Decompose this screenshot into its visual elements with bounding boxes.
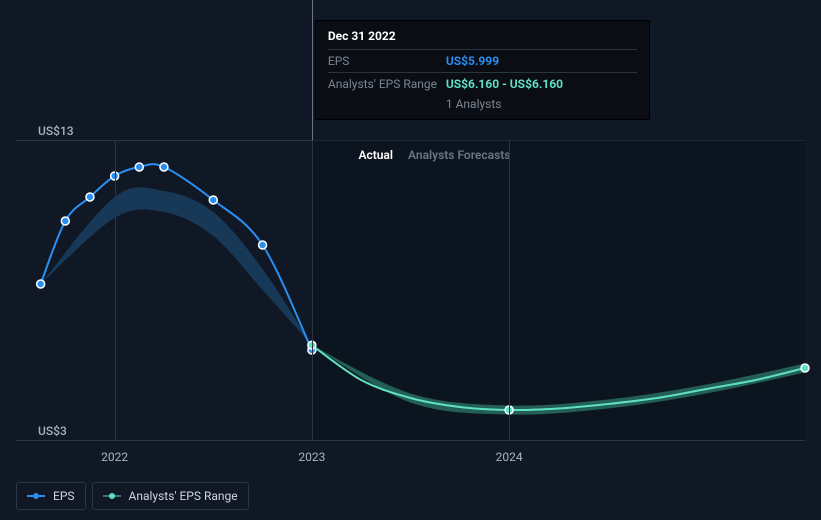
chart-plot-svg[interactable]: [16, 140, 805, 440]
chart-tooltip: Dec 31 2022 EPSUS$5.999Analysts' EPS Ran…: [315, 20, 650, 120]
range-band: [41, 187, 312, 345]
eps-line-marker[interactable]: [135, 163, 143, 171]
eps-line-marker[interactable]: [86, 193, 94, 201]
tooltip-key: Analysts' EPS Range: [328, 77, 446, 91]
legend-item[interactable]: Analysts' EPS Range: [92, 482, 249, 510]
x-tick-label: 2022: [101, 450, 128, 464]
forecast-line: [312, 345, 805, 410]
legend-swatch-icon: [27, 492, 45, 500]
eps-chart: US$13 US$3 202220232024 Actual Analysts …: [16, 0, 805, 460]
tooltip-key: EPS: [328, 54, 446, 68]
eps-line-marker[interactable]: [209, 196, 217, 204]
y-axis-top-label: US$13: [38, 124, 74, 138]
plot-bottom-border: [16, 440, 805, 441]
legend-label: EPS: [53, 489, 75, 503]
forecast-band: [312, 345, 805, 414]
eps-line-marker[interactable]: [61, 217, 69, 225]
x-tick-label: 2024: [496, 450, 523, 464]
eps-line-marker[interactable]: [160, 163, 168, 171]
eps-line-marker[interactable]: [259, 241, 267, 249]
chart-legend: EPS Analysts' EPS Range: [16, 482, 249, 510]
x-gridline: [509, 140, 510, 440]
tooltip-row: EPSUS$5.999: [328, 49, 637, 72]
tooltip-analyst-count: 1 Analysts: [328, 95, 637, 111]
tooltip-value: US$5.999: [446, 54, 499, 68]
legend-label: Analysts' EPS Range: [129, 489, 238, 503]
forecast-line-marker[interactable]: [801, 364, 809, 372]
tooltip-date: Dec 31 2022: [328, 29, 637, 49]
tooltip-value: US$6.160 - US$6.160: [446, 77, 563, 91]
eps-line: [41, 164, 312, 350]
legend-swatch-icon: [103, 492, 121, 500]
legend-item[interactable]: EPS: [16, 482, 86, 510]
x-tick-label: 2023: [298, 450, 325, 464]
x-gridline: [312, 140, 313, 440]
eps-line-marker[interactable]: [37, 280, 45, 288]
tooltip-row: Analysts' EPS RangeUS$6.160 - US$6.160: [328, 72, 637, 95]
x-gridline: [115, 140, 116, 440]
